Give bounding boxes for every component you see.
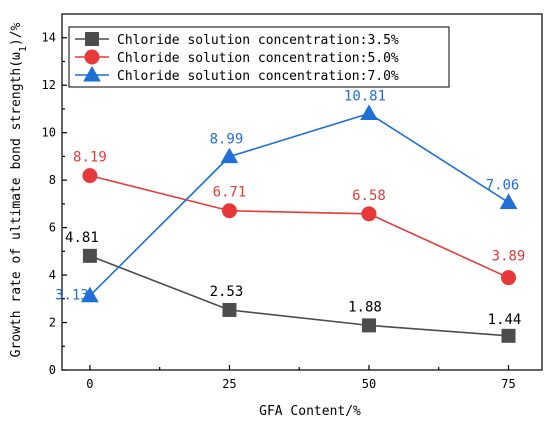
data-label: 1.88	[348, 299, 382, 315]
legend-item: Chloride solution concentration:5.0%	[75, 49, 399, 66]
data-point-marker	[501, 328, 516, 343]
data-label: 2.53	[210, 284, 244, 300]
data-label: 6.58	[352, 188, 386, 204]
y-tick-label: 14	[42, 31, 56, 45]
x-axis-title: GFA Content/%	[259, 404, 361, 419]
series-layer	[81, 104, 518, 343]
series-3	[81, 104, 518, 303]
y-axis-title-main: Growth rate of ultimate bond strength(ω	[9, 52, 24, 357]
data-point-marker	[82, 248, 97, 263]
legend-item: Chloride solution concentration:3.5%	[75, 32, 399, 48]
y-tick-label: 0	[49, 363, 56, 377]
legend-label: Chloride solution concentration:3.5%	[117, 33, 399, 48]
x-tick-label: 0	[86, 377, 93, 391]
y-tick-label: 10	[42, 126, 56, 140]
data-label: 7.06	[486, 177, 520, 193]
series-line	[89, 255, 509, 337]
data-point-marker	[220, 147, 239, 164]
data-label: 3.89	[492, 249, 526, 265]
data-point-marker	[499, 193, 518, 209]
y-axis-ticks: 0 2 4 6 8 10 12 14	[42, 31, 67, 377]
legend-marker	[85, 32, 99, 46]
x-tick-label: 25	[222, 377, 236, 391]
series-1	[82, 248, 516, 343]
y-tick-label: 4	[49, 268, 56, 282]
data-label: 6.71	[213, 185, 247, 201]
legend-marker	[84, 49, 100, 65]
y-tick-label: 8	[49, 173, 56, 187]
plot-frame	[61, 13, 543, 371]
legend-marker	[83, 65, 101, 82]
legend-label: Chloride solution concentration:7.0%	[117, 69, 399, 84]
data-label: 8.99	[210, 132, 244, 148]
plot-border	[61, 13, 543, 371]
y-axis-title: Growth rate of ultimate bond strength(ω1…	[9, 22, 29, 357]
y-axis-title-subscript: 1	[18, 46, 29, 52]
x-tick-label: 75	[501, 377, 515, 391]
data-point-marker	[501, 270, 517, 286]
data-point-marker	[82, 168, 98, 184]
data-point-marker	[81, 286, 99, 303]
data-point-marker	[222, 302, 237, 317]
x-tick-label: 50	[362, 377, 376, 391]
data-point-marker	[361, 206, 377, 222]
data-label: 8.19	[73, 150, 107, 166]
legend-item: Chloride solution concentration:7.0%	[75, 65, 399, 84]
x-axis-ticks: 0 25 50 75	[86, 365, 516, 391]
legend-box	[68, 26, 450, 88]
y-tick-label: 6	[49, 221, 56, 235]
series-2	[82, 168, 517, 286]
y-tick-label: 2	[49, 316, 56, 330]
legend-label: Chloride solution concentration:5.0%	[117, 51, 399, 66]
y-axis-title-suffix: )/%	[9, 22, 24, 46]
data-label: 4.81	[65, 230, 99, 246]
legend: Chloride solution concentration:3.5% Chlo…	[68, 26, 450, 88]
data-point-marker	[360, 104, 378, 120]
series-line	[89, 174, 509, 279]
data-label: 10.81	[344, 88, 386, 104]
data-label: 3.13	[55, 288, 89, 304]
data-label: 1.44	[488, 312, 522, 328]
data-point-marker	[361, 318, 376, 333]
y-tick-label: 12	[42, 78, 56, 92]
data-labels-layer: 4.81 2.53 1.88 1.44 8.19 6.71 6.58 3.89 3.13 8.99…	[55, 88, 525, 327]
series-line	[89, 112, 509, 297]
data-point-marker	[221, 203, 237, 219]
